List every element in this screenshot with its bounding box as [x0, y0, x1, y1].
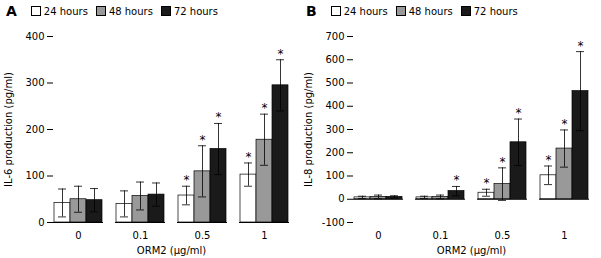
- svg-text:200: 200: [325, 147, 344, 158]
- svg-text:*: *: [562, 117, 568, 131]
- svg-text:400: 400: [25, 31, 44, 42]
- html-text:48 hours: 48 hours: [108, 5, 153, 17]
- svg-text:ORM2 (μg/ml): ORM2 (μg/ml): [437, 245, 506, 256]
- svg-text:ORM2 (μg/ml): ORM2 (μg/ml): [137, 245, 206, 256]
- svg-text:100: 100: [325, 170, 344, 181]
- html-text:48 hours: 48 hours: [408, 5, 453, 17]
- svg-text:0.5: 0.5: [495, 230, 511, 241]
- svg-text:IL-6 production (pg/ml): IL-6 production (pg/ml): [3, 72, 14, 187]
- svg-text:*: *: [262, 101, 268, 115]
- svg-text:300: 300: [325, 124, 344, 135]
- svg-text:0.1: 0.1: [433, 230, 449, 241]
- svg-text:-100: -100: [322, 217, 345, 228]
- svg-text:700: 700: [325, 31, 344, 42]
- svg-text:400: 400: [325, 100, 344, 111]
- html-text:72 hours: 72 hours: [173, 5, 218, 17]
- svg-text:500: 500: [325, 77, 344, 88]
- svg-text:0: 0: [338, 193, 344, 204]
- svg-text:*: *: [546, 153, 552, 167]
- svg-text:0: 0: [38, 217, 44, 228]
- svg-text:*: *: [200, 133, 206, 147]
- svg-text:0: 0: [375, 230, 381, 241]
- svg-text:*: *: [516, 106, 522, 120]
- svg-text:*: *: [484, 176, 490, 190]
- svg-text:*: *: [184, 173, 190, 187]
- svg-text:100: 100: [25, 170, 44, 181]
- html-text:A: A: [6, 3, 17, 19]
- html-text:B: B: [306, 3, 317, 19]
- svg-text:0.1: 0.1: [133, 230, 149, 241]
- svg-text:IL-8 production (pg/ml): IL-8 production (pg/ml): [303, 72, 314, 187]
- html-text:24 hours: 24 hours: [343, 5, 388, 17]
- svg-text:*: *: [578, 39, 584, 53]
- svg-text:1: 1: [561, 230, 567, 241]
- svg-text:*: *: [278, 47, 284, 61]
- svg-text:200: 200: [25, 124, 44, 135]
- svg-text:300: 300: [25, 77, 44, 88]
- html-text:72 hours: 72 hours: [473, 5, 518, 17]
- svg-text:0.5: 0.5: [195, 230, 211, 241]
- svg-text:*: *: [454, 173, 460, 187]
- svg-text:*: *: [500, 155, 506, 169]
- svg-text:0: 0: [75, 230, 81, 241]
- html-text:24 hours: 24 hours: [43, 5, 88, 17]
- svg-text:*: *: [246, 150, 252, 164]
- svg-text:*: *: [216, 110, 222, 124]
- svg-text:1: 1: [261, 230, 267, 241]
- svg-text:600: 600: [325, 54, 344, 65]
